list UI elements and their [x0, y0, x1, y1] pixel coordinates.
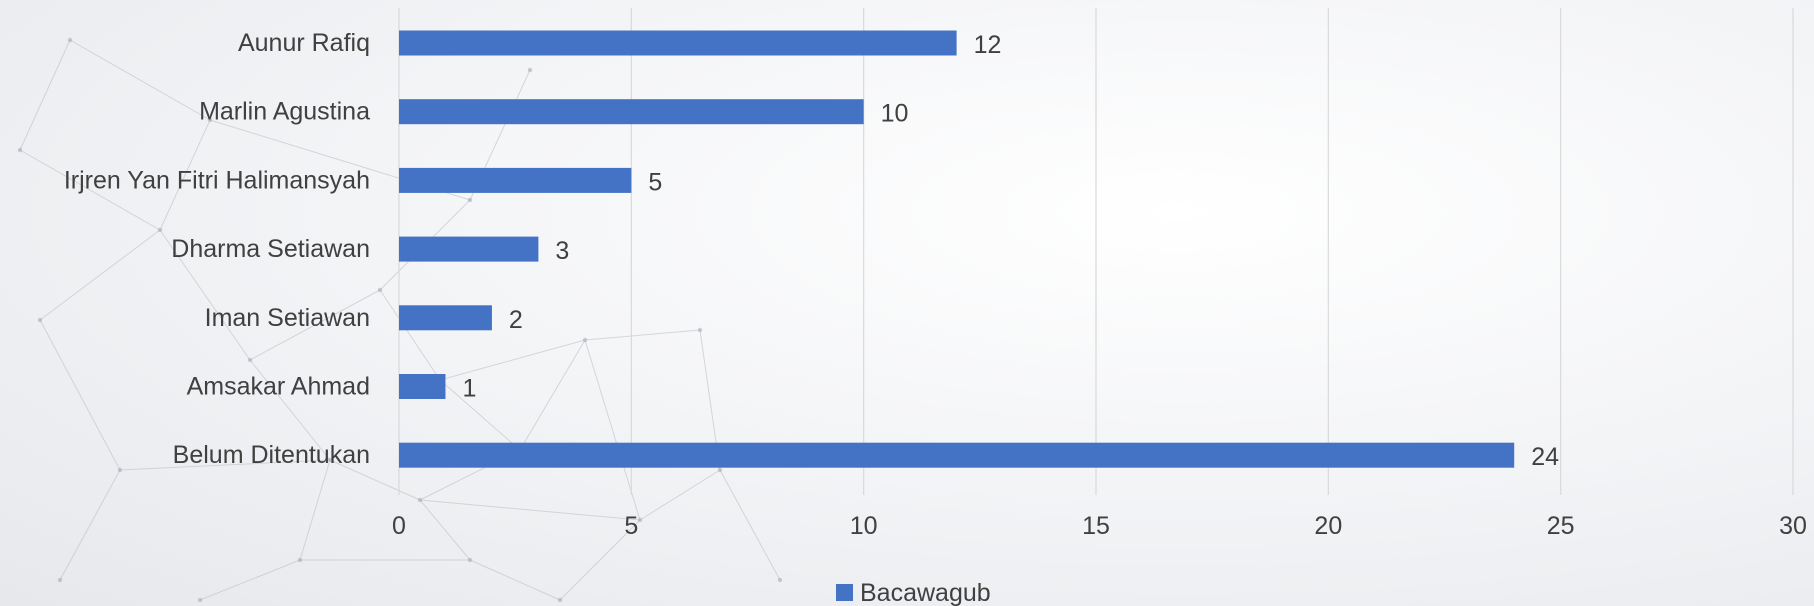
data-labels: 12 10 5 3 2 1 24: [462, 31, 1559, 471]
network-node: [17, 147, 23, 153]
network-line: [39, 229, 161, 321]
network-node: [527, 67, 533, 73]
network-line: [19, 149, 161, 231]
bar: [399, 236, 539, 262]
x-tick-label: 5: [624, 512, 638, 540]
x-tick-label: 0: [392, 512, 406, 540]
network-node: [37, 317, 43, 323]
network-node: [157, 227, 163, 233]
legend: Bacawagub: [836, 579, 991, 606]
network-line: [19, 39, 71, 151]
category-labels: Aunur Rafiq Marlin Agustina Irjren Yan Fit…: [64, 29, 370, 469]
network-node: [467, 557, 473, 563]
network-node: [327, 457, 333, 463]
network-line: [329, 459, 421, 501]
x-tick-label: 10: [850, 512, 878, 540]
network-node: [57, 577, 63, 583]
legend-label-bacawagub: Bacawagub: [860, 579, 991, 606]
network-line: [584, 329, 701, 341]
x-tick-label: 30: [1779, 512, 1807, 540]
network-line: [439, 379, 521, 451]
network-node: [207, 117, 213, 123]
network-line: [519, 339, 586, 451]
network-node: [377, 287, 383, 293]
network-node: [717, 467, 723, 473]
bar: [399, 99, 864, 125]
legend-swatch-bacawagub: [836, 584, 853, 601]
network-line: [159, 119, 211, 231]
network-node: [117, 467, 123, 473]
network-node: [197, 597, 203, 603]
network-line: [159, 229, 251, 361]
data-label: 10: [881, 100, 909, 128]
data-label: 1: [462, 375, 476, 403]
network-node: [557, 597, 563, 603]
x-tick-label: 25: [1547, 512, 1575, 540]
network-line: [469, 559, 561, 601]
x-tick-label: 15: [1082, 512, 1110, 540]
network-line: [559, 519, 641, 601]
category-label: Amsakar Ahmad: [187, 373, 370, 401]
network-line: [299, 459, 331, 561]
data-label: 24: [1531, 443, 1559, 471]
category-label: Iman Setiawan: [205, 304, 370, 332]
network-line: [69, 39, 211, 121]
network-node: [417, 497, 423, 503]
data-label: 3: [555, 237, 569, 265]
data-label: 5: [648, 168, 662, 196]
network-node: [67, 37, 73, 43]
network-node: [247, 357, 253, 363]
bar: [399, 167, 632, 193]
network-line: [119, 459, 331, 471]
data-label: 12: [974, 31, 1002, 59]
bars-group: [399, 30, 1515, 468]
bar: [399, 305, 492, 331]
bar: [399, 374, 446, 399]
network-line: [719, 469, 781, 581]
network-node: [297, 557, 303, 563]
bar: [399, 442, 1515, 468]
network-line: [39, 319, 121, 471]
category-label: Belum Ditentukan: [173, 441, 370, 469]
network-node: [467, 197, 473, 203]
network-line: [199, 559, 301, 601]
network-line: [379, 289, 441, 381]
network-line: [439, 339, 586, 381]
network-node: [777, 577, 783, 583]
network-line: [249, 359, 331, 461]
category-label: Irjren Yan Fitri Halimansyah: [64, 166, 370, 194]
x-axis-tick-labels: 0 5 10 15 20 25 30: [392, 512, 1807, 540]
category-label: Aunur Rafiq: [238, 29, 370, 57]
category-label: Dharma Setiawan: [171, 235, 370, 263]
network-line: [419, 499, 471, 561]
network-node: [582, 337, 588, 343]
network-node: [697, 327, 703, 333]
category-label: Marlin Agustina: [199, 98, 370, 126]
network-line: [249, 289, 381, 361]
gridlines: [398, 8, 1794, 495]
network-line: [419, 499, 641, 521]
network-node: [637, 517, 643, 523]
data-label: 2: [509, 306, 523, 334]
x-tick-label: 20: [1314, 512, 1342, 540]
network-line: [59, 469, 121, 581]
network-line: [639, 469, 721, 521]
bar: [399, 30, 957, 56]
